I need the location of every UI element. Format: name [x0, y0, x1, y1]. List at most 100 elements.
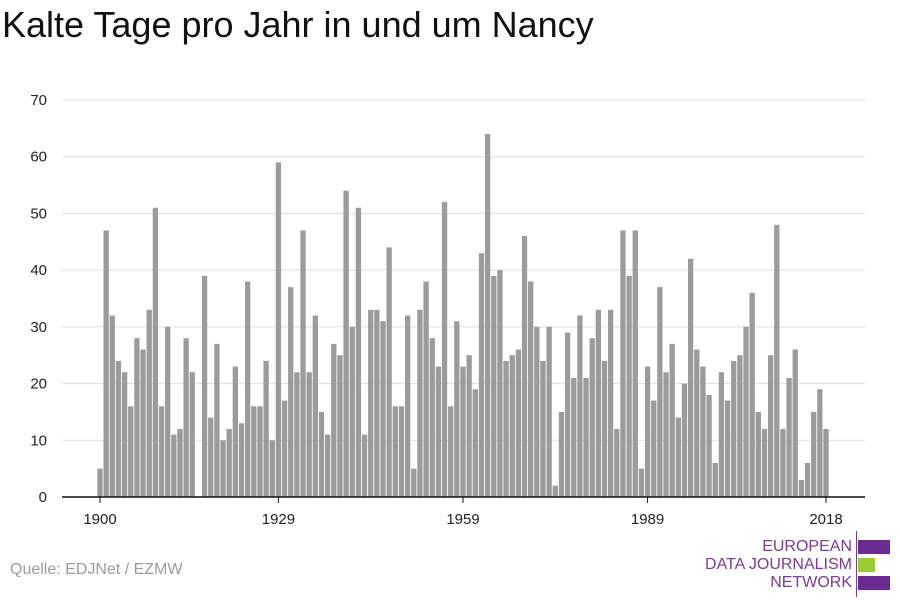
bar: [404, 315, 411, 497]
bar: [663, 372, 669, 497]
bar: [435, 366, 442, 497]
bar: [245, 281, 251, 497]
bar: [583, 377, 589, 497]
bar: [558, 411, 565, 497]
logo-line-2: DATA JOURNALISM: [705, 556, 852, 573]
bar: [214, 343, 220, 497]
bar: [417, 309, 423, 497]
bar: [466, 355, 472, 497]
bar: [232, 366, 239, 497]
bar: [448, 406, 454, 497]
bar: [128, 406, 134, 497]
bar: [165, 326, 171, 497]
bar: [700, 366, 706, 497]
bar: [300, 230, 306, 497]
bar: [718, 372, 725, 497]
bar: [669, 343, 675, 497]
bar: [749, 292, 755, 497]
bar: [97, 468, 103, 497]
bar: [743, 326, 749, 497]
bar: [343, 190, 349, 497]
bar: [134, 338, 140, 497]
bar: [263, 360, 269, 497]
logo-bar-top: [858, 540, 890, 554]
bar: [398, 406, 405, 497]
bar: [121, 372, 128, 497]
logo-line-3: NETWORK: [770, 574, 852, 591]
bar: [454, 321, 460, 497]
logo-bar-bottom: [858, 576, 890, 590]
bar: [521, 236, 528, 497]
bar: [564, 332, 571, 497]
bar: [368, 309, 374, 497]
bar: [318, 411, 325, 497]
bar: [534, 326, 540, 497]
bar: [392, 406, 398, 497]
bar: [767, 355, 774, 497]
bar: [774, 224, 780, 497]
bar: [503, 360, 509, 497]
bar: [620, 230, 626, 497]
bar: [731, 360, 737, 497]
bar: [429, 338, 435, 497]
y-tick-label: 10: [30, 432, 47, 449]
bar: [251, 406, 257, 497]
bar: [355, 207, 362, 497]
bar: [441, 202, 448, 498]
bar: [601, 360, 608, 497]
bar: [201, 275, 208, 497]
bar: [312, 315, 318, 497]
edjnet-logo: EUROPEAN DATA JOURNALISM NETWORK: [690, 531, 900, 597]
bar: [306, 372, 312, 497]
bar: [115, 360, 122, 497]
bar: [540, 360, 546, 497]
bar: [189, 372, 195, 497]
bar: [103, 230, 109, 497]
bar: [331, 343, 337, 497]
bar: [817, 389, 823, 497]
bar: [780, 428, 786, 497]
y-tick-label: 20: [30, 376, 47, 393]
y-tick-label: 0: [39, 489, 47, 506]
bar: [226, 428, 232, 497]
bar: [208, 417, 214, 497]
bar: [792, 349, 798, 497]
bar: [595, 309, 602, 497]
bar: [497, 270, 503, 497]
bar: [823, 428, 829, 497]
bar: [589, 338, 595, 497]
bar: [687, 258, 694, 497]
x-tick-label: 1900: [83, 511, 116, 528]
bar: [552, 485, 558, 497]
bar: [712, 462, 718, 497]
bar: [281, 400, 288, 497]
x-tick-label: 2018: [809, 511, 842, 528]
bar: [337, 355, 343, 497]
bar: [478, 253, 485, 497]
bar: [146, 309, 152, 497]
bar: [380, 321, 386, 497]
bar: [140, 349, 146, 497]
bar: [257, 406, 263, 497]
bar: [275, 162, 282, 497]
bar: [324, 434, 331, 497]
bar: [577, 315, 583, 497]
bar: [755, 411, 761, 497]
bar: [472, 389, 478, 497]
bar: [423, 281, 429, 497]
bar: [528, 281, 534, 497]
y-tick-label: 30: [30, 319, 47, 336]
bar: [152, 207, 159, 497]
y-tick-label: 40: [30, 262, 47, 279]
bar: [614, 428, 620, 497]
bar: [411, 468, 417, 497]
bar: [386, 247, 392, 497]
bar: [694, 349, 700, 497]
x-tick-label: 1989: [631, 511, 664, 528]
bar: [706, 394, 712, 497]
chart-title: Kalte Tage pro Jahr in und um Nancy: [2, 4, 594, 45]
logo-divider: [856, 531, 857, 597]
y-tick-label: 70: [30, 92, 47, 109]
bar: [171, 434, 177, 497]
bar: [109, 315, 115, 497]
